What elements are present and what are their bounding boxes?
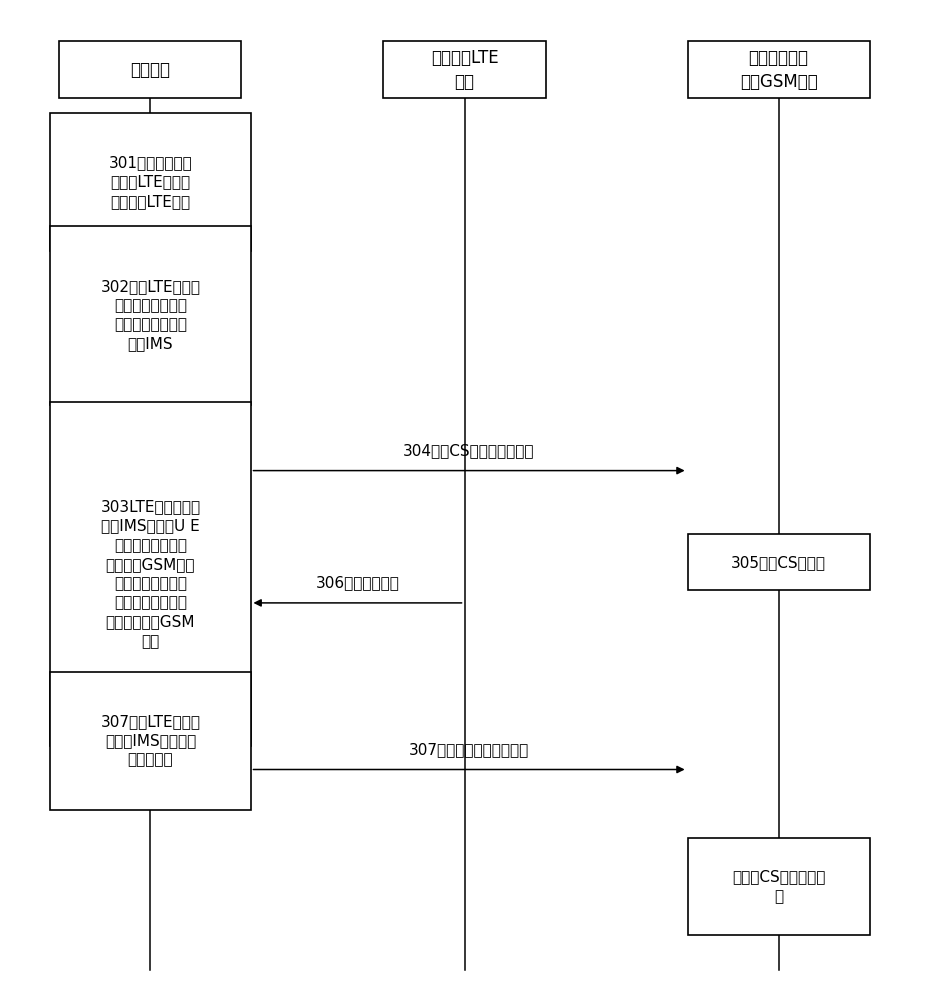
Bar [59,41,241,98]
Bar [687,534,869,590]
Bar [50,226,251,405]
Bar [687,41,869,98]
Text: 301开启第一通信
模式的LTE网络模
式，接入LTE网络: 301开启第一通信 模式的LTE网络模 式，接入LTE网络 [109,155,192,209]
Text: ３０８CS域去附着流
程: ３０８CS域去附着流 程 [731,870,824,904]
Bar [50,113,251,251]
Text: 307确定LTE网络是
否支持IMS，关闭第
二通信模式: 307确定LTE网络是 否支持IMS，关闭第 二通信模式 [100,714,200,767]
Bar [50,402,251,746]
Text: 304发送CS域注册请求消息: 304发送CS域注册请求消息 [403,443,535,458]
Bar [687,838,869,935]
Text: 305建立CS域附着: 305建立CS域附着 [730,555,825,570]
Text: 306发送第一消息: 306发送第一消息 [316,575,399,590]
Text: 307发送第一删除请求消息: 307发送第一删除请求消息 [408,742,529,757]
Text: 全球移动通信
系统GSM网络: 全球移动通信 系统GSM网络 [739,49,817,91]
Text: 302确定LTE网路是
否支持网络之间互
连的协议多媒体子
系统IMS: 302确定LTE网路是 否支持网络之间互 连的协议多媒体子 系统IMS [100,279,200,352]
Text: 长期演进LTE
网络: 长期演进LTE 网络 [431,49,497,91]
Bar [382,41,546,98]
Text: 用户设备: 用户设备 [130,61,170,79]
Bar [50,672,251,810]
Text: 303LTE网络不支持
所述IMS，并且U E
没有通过第一通信
模式接入GSM网络
时，开启第二通信
模式，并通述第二
通信模式接入GSM
网络: 303LTE网络不支持 所述IMS，并且U E 没有通过第一通信 模式接入GSM… [100,499,200,649]
